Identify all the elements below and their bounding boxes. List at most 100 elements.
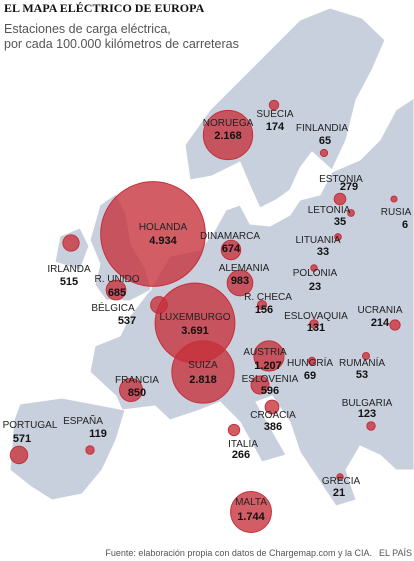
source: Fuente: elaboración propia con datos de … — [105, 548, 372, 558]
country-name: FINLANDIA — [296, 123, 349, 134]
bubble — [62, 234, 80, 252]
bubble — [253, 340, 285, 372]
country-value: 2.168 — [214, 130, 242, 142]
country-value: 1.207 — [254, 360, 282, 372]
subtitle: Estaciones de carga eléctrica, — [4, 22, 171, 36]
country-name: ITALIA — [228, 439, 258, 450]
country-value: 537 — [118, 315, 136, 327]
country-name: IRLANDA — [47, 264, 91, 275]
bubble — [9, 445, 29, 465]
country-value: 386 — [264, 421, 282, 433]
land-mainland — [89, 97, 414, 507]
subtitle: por cada 100.000 kilómetros de carretera… — [4, 37, 239, 51]
country-name: MALTA — [235, 497, 267, 508]
country-name: ESPAÑA — [63, 414, 103, 427]
bubble — [220, 239, 242, 261]
country-value: 119 — [89, 428, 107, 440]
country-name: POLONIA — [293, 268, 338, 279]
bubble — [226, 269, 254, 297]
country-value: 2.818 — [189, 374, 217, 386]
country-value: 174 — [266, 121, 285, 133]
country-value: 850 — [128, 387, 146, 399]
country-value: 571 — [13, 433, 31, 445]
country-name: LUXEMBURGO — [159, 312, 230, 323]
country-value: 214 — [371, 317, 390, 329]
country-name: LETONIA — [308, 205, 351, 216]
bubble — [310, 264, 318, 272]
country-value: 983 — [231, 275, 249, 287]
country-name: ALEMANIA — [219, 263, 270, 274]
country-name: BÉLGICA — [91, 301, 135, 314]
bubble — [366, 421, 376, 431]
country-name: CROACIA — [250, 410, 296, 421]
bubble — [119, 378, 143, 402]
bubble — [230, 491, 272, 533]
country-name: PORTUGAL — [3, 420, 58, 431]
country-name: FRANCIA — [115, 375, 159, 386]
bubble — [105, 279, 127, 301]
land-iberia — [9, 397, 126, 501]
country-value: 266 — [232, 449, 250, 461]
country-name: BULGARIA — [342, 398, 393, 409]
country-value: 596 — [261, 385, 279, 397]
country-name: ESLOVAQUIA — [284, 311, 348, 322]
country-name: R. UNIDO — [95, 274, 140, 285]
country-name: ESLOVENIA — [242, 374, 299, 385]
brand: EL PAÍS — [379, 548, 412, 558]
bubble — [309, 319, 319, 329]
country-name: ESTONIA — [319, 174, 363, 185]
bubble — [171, 340, 235, 404]
country-value: 685 — [108, 287, 126, 299]
country-value: 65 — [319, 135, 331, 147]
country-value: 156 — [255, 304, 273, 316]
bubble — [390, 195, 398, 203]
country-value: 279 — [340, 181, 358, 193]
country-value: 4.934 — [149, 235, 177, 247]
country-name: RUMANÍA — [339, 356, 385, 369]
bubble — [256, 299, 268, 311]
country-name: R. CHECA — [244, 292, 292, 303]
bubble — [85, 445, 95, 455]
country-value: 23 — [309, 281, 321, 293]
country-value: 123 — [358, 408, 376, 420]
country-name: LITUANIA — [295, 235, 340, 246]
country-value: 515 — [60, 276, 78, 288]
country-value: 3.691 — [181, 325, 209, 337]
country-name: SUECIA — [256, 109, 294, 120]
country-name: HOLANDA — [139, 222, 188, 233]
country-name: GRECIA — [322, 476, 361, 487]
bubble — [389, 319, 401, 331]
country-name: RUSIA — [381, 207, 412, 218]
country-value: 53 — [356, 369, 368, 381]
bubble — [307, 356, 317, 366]
bubble — [250, 375, 270, 395]
bubbles — [9, 99, 401, 533]
country-name: UCRANIA — [357, 305, 402, 316]
country-value: 69 — [304, 370, 316, 382]
bubble — [202, 109, 254, 161]
bubble — [336, 473, 344, 481]
country-value: 33 — [317, 246, 329, 258]
country-name: AUSTRIA — [243, 347, 287, 358]
country-name: DINAMARCA — [200, 231, 260, 242]
bubble — [333, 192, 347, 206]
country-value: 674 — [222, 243, 241, 255]
country-value: 6 — [402, 219, 408, 231]
country-name: HUNGRÍA — [287, 356, 333, 369]
country-value: 21 — [333, 487, 345, 499]
bubble — [100, 181, 206, 287]
country-value: 35 — [334, 216, 346, 228]
bubble — [319, 148, 329, 158]
bubble — [361, 351, 371, 361]
country-value: 131 — [307, 322, 325, 334]
country-name: SUIZA — [188, 360, 218, 371]
bubble — [227, 423, 241, 437]
bubble — [268, 99, 280, 111]
bubble — [347, 209, 355, 217]
title: EL MAPA ELÉCTRICO DE EUROPA — [4, 1, 205, 15]
country-name: NORUEGA — [203, 118, 254, 129]
bubble — [334, 233, 342, 241]
